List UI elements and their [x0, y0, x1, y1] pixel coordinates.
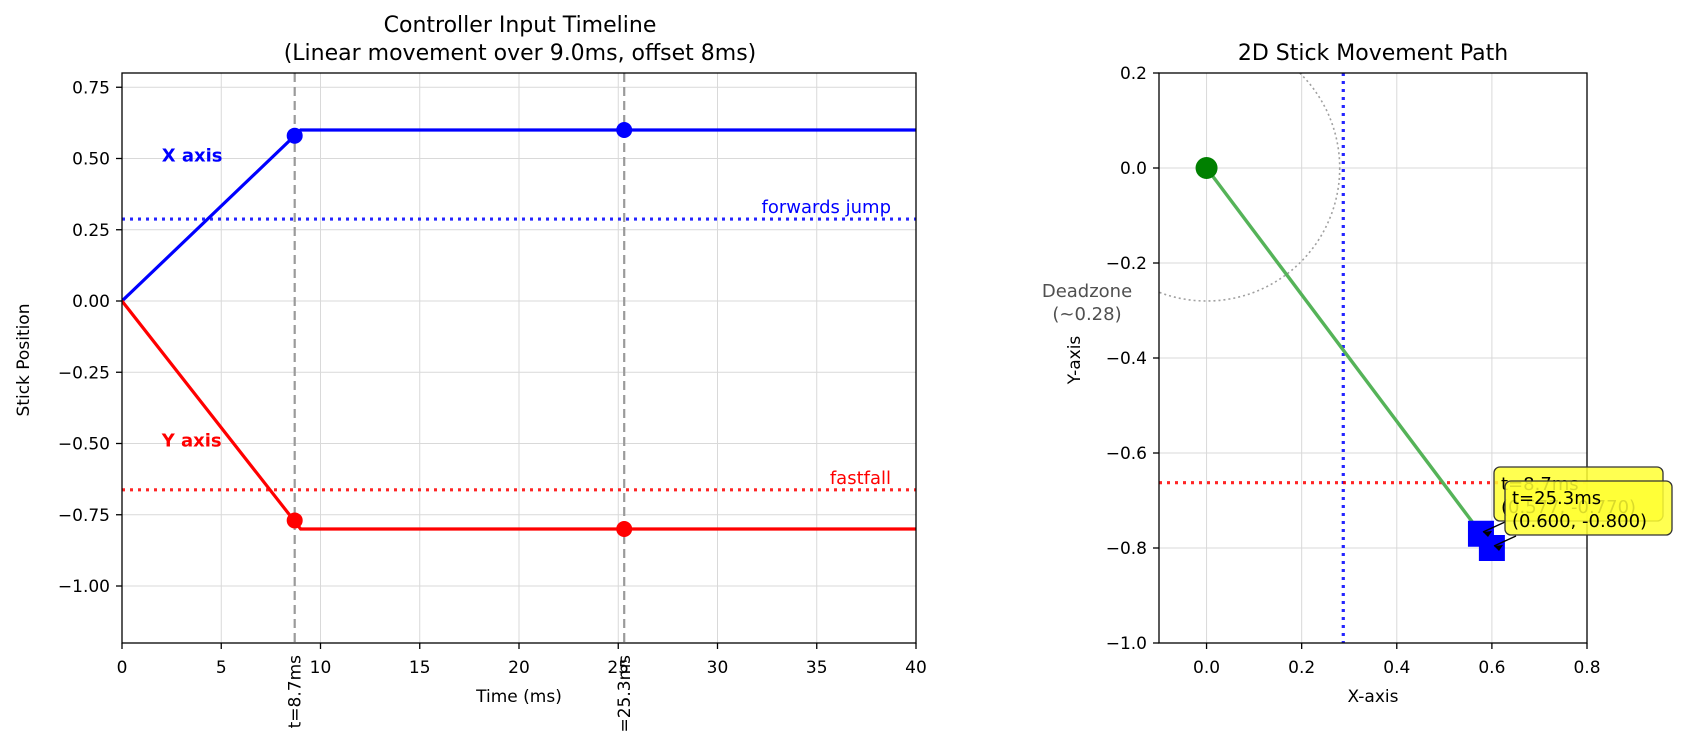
path-y-tick-label: −0.2 [1106, 254, 1147, 274]
timeline-y-tick-label: −1.00 [58, 577, 110, 597]
annotation-time: t=25.3ms [1512, 488, 1601, 509]
event-marker [286, 512, 303, 529]
timeline-y-tick-label: 0.50 [72, 150, 110, 170]
deadzone-value-label: (~0.28) [1052, 304, 1121, 325]
path-y-tick-label: −0.8 [1106, 539, 1147, 559]
timeline-title: Controller Input Timeline [384, 13, 657, 38]
timeline-x-tick-label: 30 [707, 658, 729, 678]
threshold-label: forwards jump [762, 197, 891, 218]
annotation-arrowhead [1494, 545, 1503, 551]
path-x-tick-label: 0.8 [1573, 658, 1600, 678]
series-label: Y axis [161, 431, 222, 452]
path-ylabel: Y-axis [1065, 336, 1085, 386]
timeline-x-tick-label: 10 [310, 658, 332, 678]
deadzone-circle [1159, 73, 1341, 302]
path-x-tick-label: 0.2 [1288, 658, 1315, 678]
timeline-y-tick-label: 0.00 [72, 292, 110, 312]
timeline-plot-area [122, 73, 916, 643]
start-point [1195, 157, 1218, 179]
path-chart: 2D Stick Movement Path X-axis Y-axis 0.0… [1042, 41, 1673, 707]
timeline-x-tick-label: 20 [508, 658, 530, 678]
timeline-y-tick-label: 0.25 [72, 221, 110, 241]
series-line [122, 300, 916, 531]
annotation-coords: (0.600, -0.800) [1512, 511, 1647, 532]
annotation-arrow [1482, 521, 1506, 533]
series-line [122, 128, 916, 303]
annotation-arrow [1493, 535, 1517, 547]
timeline-y-tick-label: −0.50 [58, 435, 110, 455]
path-x-tick-label: 0.0 [1193, 658, 1220, 678]
timeline-x-tick-label: 15 [409, 658, 431, 678]
stick-path-line [1205, 166, 1494, 550]
event-vline-label: t=25.3ms [615, 655, 635, 733]
threshold-label: fastfall [830, 468, 891, 489]
timeline-y-tick-label: 0.75 [72, 78, 110, 98]
path-y-tick-label: −0.6 [1106, 444, 1147, 464]
path-y-tick-label: 0.2 [1120, 64, 1147, 84]
event-marker [616, 122, 633, 138]
timeline-chart: Controller Input Timeline (Linear moveme… [14, 13, 927, 733]
timeline-x-tick-label: 0 [117, 658, 128, 678]
event-vline-label: t=8.7ms [286, 655, 306, 729]
path-x-tick-label: 0.6 [1478, 658, 1505, 678]
timeline-x-tick-label: 25 [607, 658, 629, 678]
timeline-y-tick-label: −0.25 [58, 363, 110, 383]
timeline-x-tick-label: 35 [806, 658, 828, 678]
timeline-xlabel: Time (ms) [475, 687, 562, 707]
path-plot-area [1159, 73, 1587, 643]
timeline-subtitle: (Linear movement over 9.0ms, offset 8ms) [284, 41, 757, 66]
path-y-tick-label: −1.0 [1106, 634, 1147, 654]
timeline-x-tick-label: 40 [905, 658, 927, 678]
annotation-arrowhead [1483, 531, 1492, 537]
path-y-tick-label: −0.4 [1106, 349, 1147, 369]
path-y-tick-label: 0.0 [1120, 159, 1147, 179]
event-marker [286, 127, 303, 144]
annotation-box [1504, 480, 1673, 536]
event-marker [616, 521, 633, 537]
timeline-ylabel: Stick Position [14, 304, 34, 417]
series-label: X axis [162, 146, 223, 167]
timeline-y-tick-label: −0.75 [58, 506, 110, 526]
path-xlabel: X-axis [1348, 687, 1399, 707]
timeline-x-tick-label: 5 [216, 658, 227, 678]
deadzone-label: Deadzone [1042, 281, 1132, 302]
path-x-tick-label: 0.4 [1383, 658, 1410, 678]
path-title: 2D Stick Movement Path [1238, 41, 1508, 66]
